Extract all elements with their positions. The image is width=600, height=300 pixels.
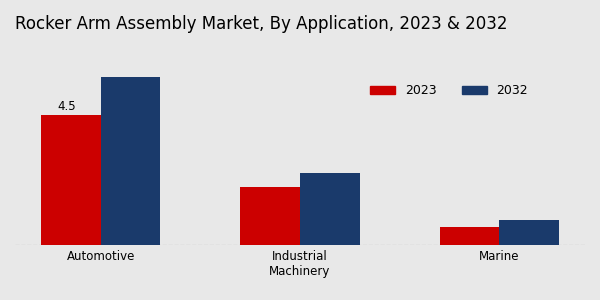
Bar (41, 115, 101, 244)
Bar (240, 187, 300, 244)
Legend: 2023, 2032: 2023, 2032 (365, 80, 533, 102)
Bar (300, 172, 360, 244)
Bar (499, 220, 559, 244)
Text: 4.5: 4.5 (58, 100, 76, 112)
Bar (101, 77, 160, 244)
Text: Rocker Arm Assembly Market, By Application, 2023 & 2032: Rocker Arm Assembly Market, By Applicati… (15, 15, 508, 33)
Bar (440, 227, 499, 244)
